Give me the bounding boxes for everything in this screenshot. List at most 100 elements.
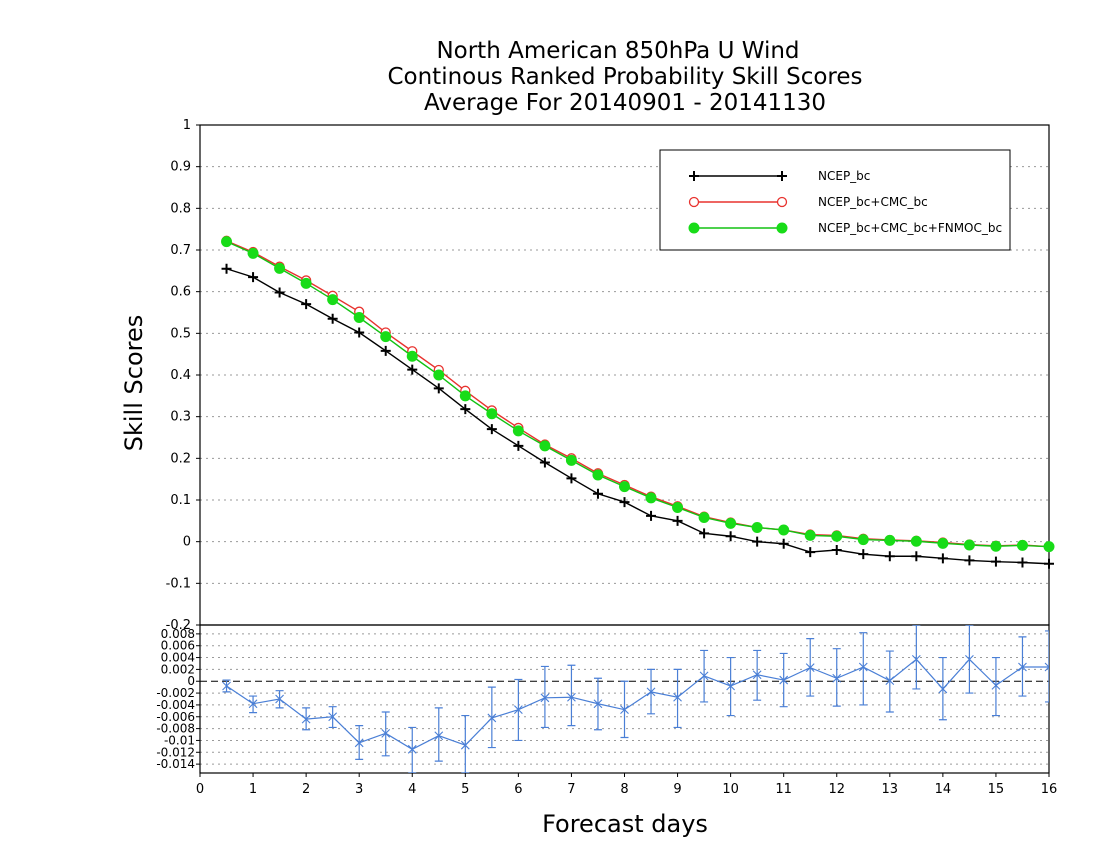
diff-point-marker (407, 744, 417, 754)
main-y-tick-label: -0.2 (166, 618, 191, 633)
diff-point-marker (805, 663, 815, 673)
series-line (226, 241, 1050, 548)
filled-circle-marker (963, 539, 975, 551)
filled-circle-marker (565, 454, 577, 466)
filled-circle-marker (327, 294, 339, 306)
x-tick-label: 3 (355, 782, 363, 797)
legend-box (659, 149, 1011, 251)
filled-circle-marker (645, 492, 657, 504)
chart-date-range: Average For 20140901 - 20141130 (424, 90, 826, 116)
x-tick-label: 5 (461, 782, 469, 797)
error-bar (673, 668, 682, 729)
diff-point-marker (275, 694, 284, 704)
diff-point-marker (222, 681, 231, 691)
legend-entry-label: NCEP_bc (818, 169, 870, 183)
error-bar (540, 665, 549, 729)
plus-marker (566, 473, 577, 484)
plus-marker (964, 555, 975, 566)
skill-score-plot: -0.2 -0.1 0 0.1 0.2 0.3 0.4 0.5 0.6 0.7 0.8 0.9 1 (166, 118, 1055, 633)
filled-circle-marker (512, 425, 524, 437)
x-tick-label: 0 (196, 782, 204, 797)
error-bar (461, 714, 470, 773)
plus-marker (513, 440, 524, 451)
main-y-tick-label: 0.1 (170, 493, 191, 508)
diff-point-marker (487, 713, 497, 723)
diff-point-marker (646, 687, 656, 697)
diff-point-marker (673, 692, 682, 702)
filled-circle-marker (688, 222, 700, 234)
diff-point-marker (381, 728, 391, 738)
diff-point-marker (593, 699, 603, 709)
filled-circle-marker (831, 530, 843, 542)
plus-marker (380, 345, 391, 356)
plus-marker (777, 171, 787, 181)
main-y-tick-label: 1 (183, 118, 191, 133)
error-bar (912, 625, 921, 690)
error-bar (885, 650, 894, 713)
plus-marker (752, 536, 763, 547)
x-tick-label: 4 (408, 782, 416, 797)
x-tick-label: 11 (775, 782, 792, 797)
filled-circle-marker (380, 331, 392, 343)
filled-circle-marker (1016, 539, 1028, 551)
x-tick-label: 6 (514, 782, 522, 797)
filled-circle-marker (672, 502, 684, 513)
plus-marker (858, 549, 869, 560)
plus-marker (221, 263, 232, 274)
filled-circle-marker (884, 534, 896, 546)
main-y-tick-label: 0.5 (170, 326, 191, 341)
main-y-tick-label: 0.2 (170, 451, 191, 466)
chart-subtitle: Continous Ranked Probability Skill Score… (387, 64, 862, 90)
legend-entry-label: NCEP_bc+CMC_bc (818, 195, 928, 209)
error-bar (859, 632, 868, 706)
diff-y-tick-label: -0.01 (164, 733, 195, 747)
plus-marker (274, 287, 285, 298)
x-axis-label: Forecast days (542, 810, 708, 838)
x-tick-label: 16 (1041, 782, 1058, 797)
plus-marker (689, 171, 699, 181)
diff-series (222, 625, 1049, 773)
diff-point-marker (885, 676, 895, 686)
filled-circle-marker (539, 440, 551, 452)
diff-y-tick-label: -0.002 (156, 686, 195, 700)
x-tick-label: 15 (988, 782, 1005, 797)
diff-point-marker (460, 740, 470, 750)
plus-marker (354, 327, 365, 338)
plus-marker (911, 551, 922, 562)
diff-point-marker (938, 684, 948, 694)
x-tick-label: 12 (828, 782, 845, 797)
y-axis-label: Skill Scores (120, 315, 148, 452)
diff-y-tick-label: 0.002 (161, 662, 195, 676)
plus-marker (725, 531, 736, 542)
series-line (226, 240, 1050, 548)
filled-circle-marker (857, 534, 869, 546)
plus-marker (699, 528, 710, 539)
filled-circle-marker (247, 247, 259, 259)
filled-circle-marker (592, 469, 604, 481)
diff-point-marker (354, 738, 364, 748)
diff-point-marker (699, 671, 709, 681)
plus-marker (646, 510, 657, 521)
plus-marker (1044, 558, 1054, 569)
diff-y-tick-label: -0.006 (156, 710, 195, 724)
main-y-tick-label: 0.4 (170, 368, 191, 383)
diff-y-tick-label: 0.004 (161, 651, 195, 665)
main-y-tick-label: 0 (183, 535, 191, 550)
plus-marker (539, 457, 550, 468)
filled-circle-marker (990, 540, 1002, 552)
x-tick-label: 14 (935, 782, 952, 797)
open-circle-marker (688, 196, 700, 208)
series-ncep-bc (221, 263, 1054, 569)
filled-circle-marker (486, 408, 498, 420)
main-y-tick-label: 0.9 (170, 160, 191, 175)
plus-marker (248, 272, 259, 283)
diff-point-marker (965, 654, 974, 664)
chart-title: North American 850hPa U Wind (436, 38, 799, 64)
main-y-tick-label: -0.1 (166, 576, 191, 591)
plus-marker (937, 553, 948, 564)
diff-point-marker (726, 681, 736, 691)
main-y-tick-label: 0.3 (170, 410, 191, 425)
plus-marker (327, 313, 338, 324)
plus-marker (433, 383, 444, 394)
